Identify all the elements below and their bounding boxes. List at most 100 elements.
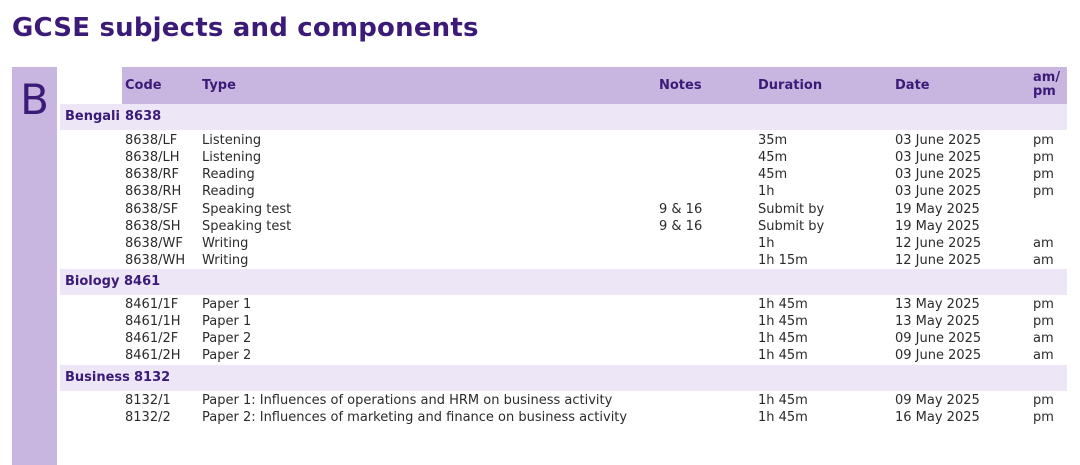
component-date: 03 June 2025 — [895, 133, 982, 148]
component-date: 03 June 2025 — [895, 150, 982, 165]
subject-band-biology: Biology 8461 — [60, 269, 1067, 295]
table-row: 8132/2 Paper 2: Influences of marketing … — [0, 409, 1080, 426]
component-type: Paper 2 — [202, 348, 252, 363]
component-code: 8638/SH — [125, 219, 181, 234]
component-type: Listening — [202, 150, 262, 165]
table-row: 8638/SH Speaking test 9 & 16 Submit by 1… — [0, 218, 1080, 235]
component-date: 13 May 2025 — [895, 297, 980, 312]
component-ampm: pm — [1033, 314, 1054, 329]
component-date: 12 June 2025 — [895, 253, 982, 268]
table-row: 8132/1 Paper 1: Influences of operations… — [0, 392, 1080, 409]
component-ampm: pm — [1033, 133, 1054, 148]
component-code: 8461/2H — [125, 348, 181, 363]
table-row: 8461/1H Paper 1 1h 45m 13 May 2025 pm — [0, 313, 1080, 330]
component-notes: 9 & 16 — [659, 202, 703, 217]
component-date: 09 May 2025 — [895, 393, 980, 408]
column-header-ampm: am/ pm — [1033, 71, 1060, 108]
component-date: 03 June 2025 — [895, 167, 982, 182]
component-ampm: am — [1033, 253, 1054, 268]
section-letter-bar: B — [12, 67, 57, 465]
component-ampm: pm — [1033, 410, 1054, 425]
component-date: 03 June 2025 — [895, 184, 982, 199]
column-header-notes: Notes — [659, 78, 702, 93]
table-row: 8461/1F Paper 1 1h 45m 13 May 2025 pm — [0, 296, 1080, 313]
component-duration: 1h 45m — [758, 297, 808, 312]
component-duration: 1h 15m — [758, 253, 808, 268]
component-ampm: pm — [1033, 393, 1054, 408]
component-code: 8461/1F — [125, 297, 179, 312]
column-header-ampm-line2: pm — [1033, 84, 1056, 99]
component-notes: 9 & 16 — [659, 219, 703, 234]
component-code: 8132/2 — [125, 410, 171, 425]
table-row: 8638/RH Reading 1h 03 June 2025 pm — [0, 183, 1080, 200]
table-row: 8461/2F Paper 2 1h 45m 09 June 2025 am — [0, 330, 1080, 347]
component-ampm: am — [1033, 236, 1054, 251]
component-date: 19 May 2025 — [895, 219, 980, 234]
component-duration: 1h 45m — [758, 410, 808, 425]
component-date: 19 May 2025 — [895, 202, 980, 217]
subject-code: 8461 — [124, 274, 161, 289]
component-type: Paper 1: Influences of operations and HR… — [202, 393, 613, 408]
column-header-date: Date — [895, 78, 930, 93]
component-date: 13 May 2025 — [895, 314, 980, 329]
column-header-duration: Duration — [758, 78, 823, 93]
component-code: 8638/WH — [125, 253, 186, 268]
component-date: 16 May 2025 — [895, 410, 980, 425]
table-row: 8638/LF Listening 35m 03 June 2025 pm — [0, 132, 1080, 149]
column-header-type: Type — [202, 78, 236, 93]
component-type: Paper 2 — [202, 331, 252, 346]
component-code: 8638/RF — [125, 167, 179, 182]
subject-band-business: Business 8132 — [60, 365, 1067, 391]
component-code: 8132/1 — [125, 393, 171, 408]
component-ampm: pm — [1033, 297, 1054, 312]
component-ampm: pm — [1033, 167, 1054, 182]
component-code: 8461/1H — [125, 314, 181, 329]
component-duration: 1h 45m — [758, 348, 808, 363]
column-header-ampm-line1: am/ — [1033, 70, 1061, 85]
subject-name: Biology — [65, 274, 120, 289]
column-header-code: Code — [125, 78, 162, 93]
component-type: Reading — [202, 167, 255, 182]
table-row: 8638/SF Speaking test 9 & 16 Submit by 1… — [0, 201, 1080, 218]
table-row: 8638/LH Listening 45m 03 June 2025 pm — [0, 149, 1080, 166]
table-row: 8638/WH Writing 1h 15m 12 June 2025 am — [0, 252, 1080, 269]
table-row: 8638/WF Writing 1h 12 June 2025 am — [0, 235, 1080, 252]
component-type: Paper 2: Influences of marketing and fin… — [202, 410, 628, 425]
subject-name: Business — [65, 370, 130, 385]
component-type: Reading — [202, 184, 255, 199]
component-code: 8638/SF — [125, 202, 179, 217]
component-duration: 45m — [758, 167, 788, 182]
component-code: 8638/WF — [125, 236, 183, 251]
component-type: Paper 1 — [202, 314, 252, 329]
subject-code: 8638 — [125, 109, 162, 124]
component-type: Speaking test — [202, 219, 292, 234]
component-duration: 1h 45m — [758, 393, 808, 408]
component-ampm: am — [1033, 331, 1054, 346]
table-row: 8461/2H Paper 2 1h 45m 09 June 2025 am — [0, 347, 1080, 364]
component-date: 09 June 2025 — [895, 348, 982, 363]
component-ampm: am — [1033, 348, 1054, 363]
component-duration: Submit by — [758, 202, 825, 217]
component-code: 8638/LF — [125, 133, 178, 148]
component-duration: 45m — [758, 150, 788, 165]
component-type: Speaking test — [202, 202, 292, 217]
component-duration: Submit by — [758, 219, 825, 234]
section-letter: B — [20, 75, 49, 124]
component-type: Writing — [202, 236, 249, 251]
component-ampm: pm — [1033, 150, 1054, 165]
component-type: Writing — [202, 253, 249, 268]
subject-name: Bengali — [65, 109, 120, 124]
component-type: Paper 1 — [202, 297, 252, 312]
table-row: 8638/RF Reading 45m 03 June 2025 pm — [0, 166, 1080, 183]
component-date: 09 June 2025 — [895, 331, 982, 346]
component-duration: 35m — [758, 133, 788, 148]
page-title: GCSE subjects and components — [12, 13, 479, 43]
subject-band-bengali: Bengali 8638 — [60, 104, 1067, 130]
component-code: 8638/LH — [125, 150, 180, 165]
component-duration: 1h 45m — [758, 314, 808, 329]
component-code: 8461/2F — [125, 331, 179, 346]
component-ampm: pm — [1033, 184, 1054, 199]
component-type: Listening — [202, 133, 262, 148]
subject-code: 8132 — [134, 370, 171, 385]
component-duration: 1h 45m — [758, 331, 808, 346]
